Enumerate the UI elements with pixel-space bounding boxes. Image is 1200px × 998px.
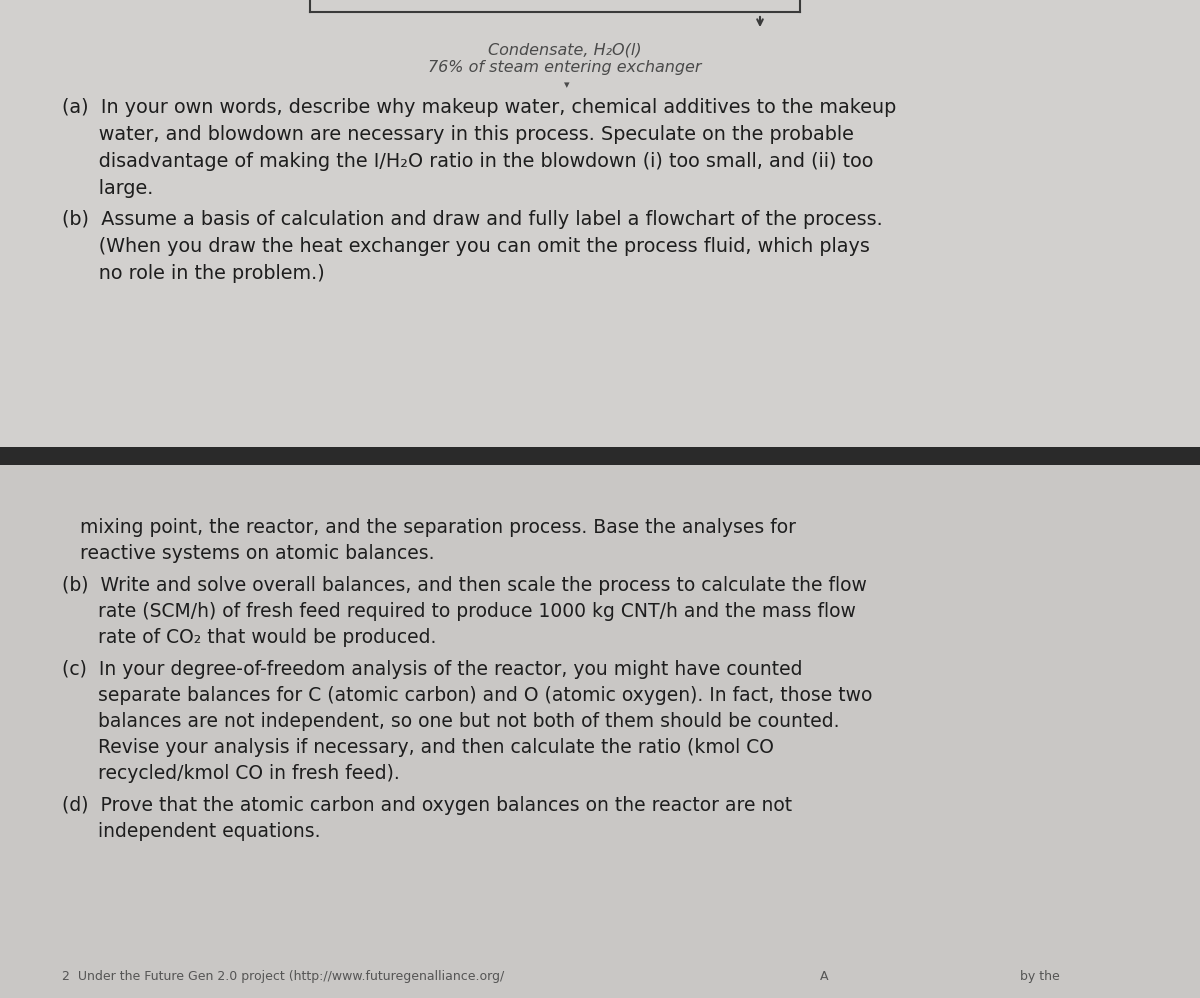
Text: large.: large. — [62, 179, 154, 198]
Text: (b)  Write and solve overall balances, and then scale the process to calculate t: (b) Write and solve overall balances, an… — [62, 576, 866, 595]
Text: by the: by the — [1020, 970, 1060, 983]
Text: recycled/kmol CO in fresh feed).: recycled/kmol CO in fresh feed). — [62, 764, 400, 783]
Text: 76% of steam entering exchanger: 76% of steam entering exchanger — [428, 60, 702, 75]
Text: (a)  In your own words, describe why makeup water, chemical additives to the mak: (a) In your own words, describe why make… — [62, 98, 896, 117]
Text: rate of CO₂ that would be produced.: rate of CO₂ that would be produced. — [62, 628, 437, 647]
Text: Revise your analysis if necessary, and then calculate the ratio (kmol CO: Revise your analysis if necessary, and t… — [62, 738, 774, 757]
Text: (When you draw the heat exchanger you can omit the process fluid, which plays: (When you draw the heat exchanger you ca… — [62, 237, 870, 256]
Text: rate (SCM/h) of fresh feed required to produce 1000 kg CNT/h and the mass flow: rate (SCM/h) of fresh feed required to p… — [62, 602, 856, 621]
Text: balances are not independent, so one but not both of them should be counted.: balances are not independent, so one but… — [62, 712, 840, 731]
Text: disadvantage of making the I/H₂O ratio in the blowdown (i) too small, and (ii) t: disadvantage of making the I/H₂O ratio i… — [62, 152, 874, 171]
Bar — [0, 447, 1200, 465]
Text: 2  Under the Future Gen 2.0 project (http://www.futuregenalliance.org/: 2 Under the Future Gen 2.0 project (http… — [62, 970, 504, 983]
Text: (c)  In your degree-of-freedom analysis of the reactor, you might have counted: (c) In your degree-of-freedom analysis o… — [62, 660, 803, 679]
Text: ▾: ▾ — [564, 80, 570, 90]
Text: mixing point, the reactor, and the separation process. Base the analyses for: mixing point, the reactor, and the separ… — [62, 518, 796, 537]
Text: (d)  Prove that the atomic carbon and oxygen balances on the reactor are not: (d) Prove that the atomic carbon and oxy… — [62, 796, 792, 815]
Text: A: A — [820, 970, 828, 983]
Text: no role in the problem.): no role in the problem.) — [62, 264, 325, 283]
Text: separate balances for C (atomic carbon) and O (atomic oxygen). In fact, those tw: separate balances for C (atomic carbon) … — [62, 686, 872, 705]
Text: (b)  Assume a basis of calculation and draw and fully label a flowchart of the p: (b) Assume a basis of calculation and dr… — [62, 210, 883, 229]
Text: independent equations.: independent equations. — [62, 822, 320, 841]
Text: Condensate, H₂O(l): Condensate, H₂O(l) — [488, 42, 642, 57]
Text: water, and blowdown are necessary in this process. Speculate on the probable: water, and blowdown are necessary in thi… — [62, 125, 854, 144]
Bar — [0, 0, 1200, 448]
Text: reactive systems on atomic balances.: reactive systems on atomic balances. — [62, 544, 434, 563]
